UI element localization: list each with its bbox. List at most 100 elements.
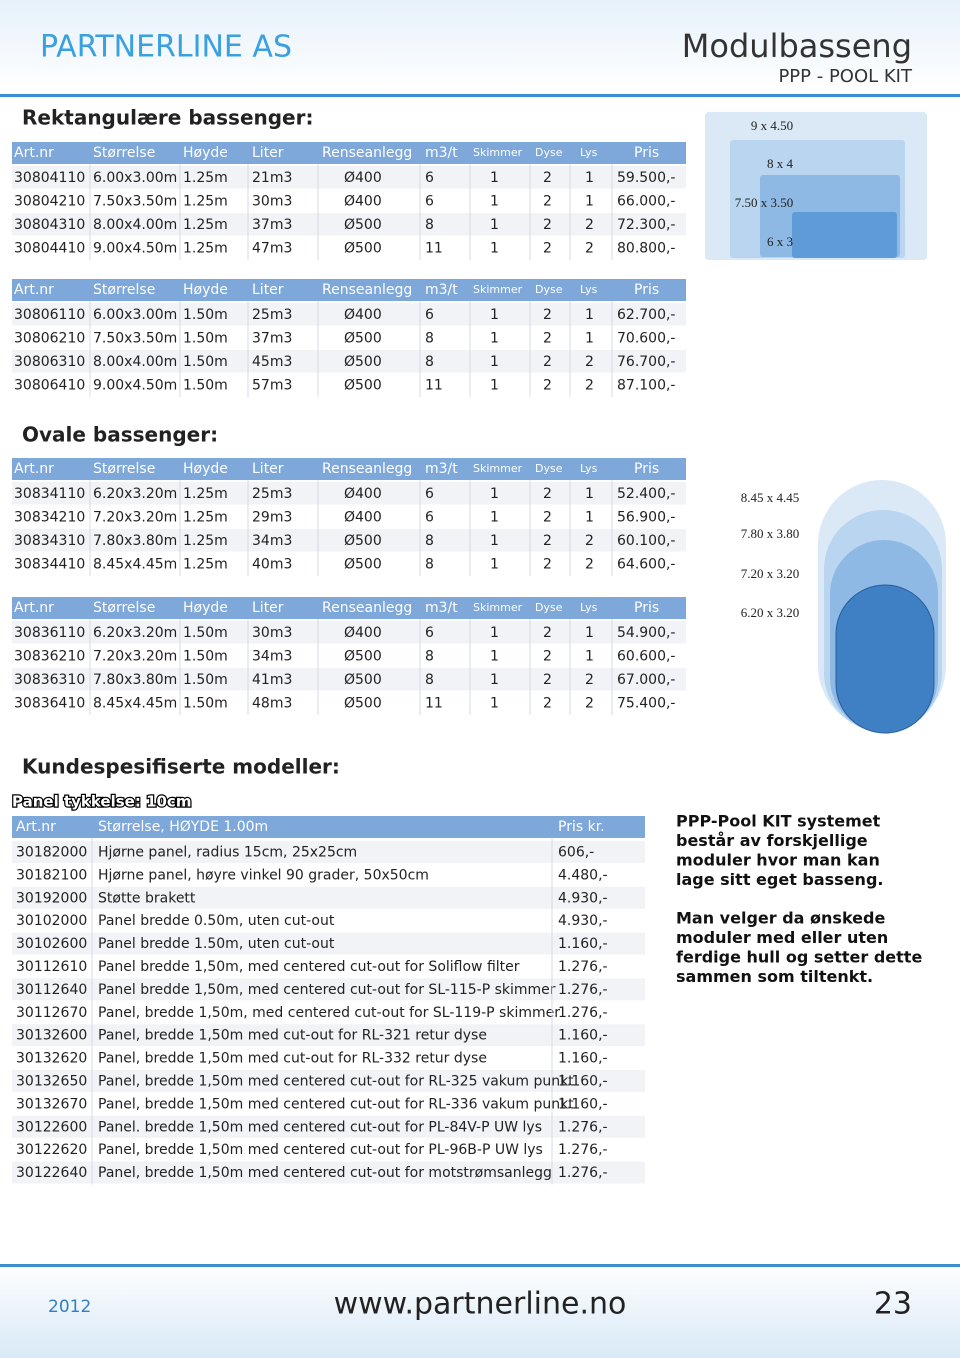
cell: 66.000,- (617, 193, 676, 209)
column-header: Liter (252, 145, 284, 161)
cell: Hjørne panel, radius 15cm, 25x25cm (98, 844, 357, 860)
cell: 30102000 (16, 913, 87, 929)
cell: 2 (543, 170, 552, 186)
cell: 30804210 (14, 193, 85, 209)
cell: 21m3 (252, 170, 292, 186)
cell: 6 (425, 625, 434, 641)
cell: 1 (585, 625, 594, 641)
cell: 60.100,- (617, 533, 676, 549)
cell: 6 (425, 307, 434, 323)
cell: 87.100,- (617, 377, 676, 393)
column-header: Dyse (535, 462, 563, 475)
column-header: Art.nr (14, 145, 54, 161)
cell: Ø400 (344, 307, 382, 323)
company: PARTNERLINE AS (40, 30, 292, 65)
cell: 29m3 (252, 509, 292, 525)
cell: 4.480,- (558, 867, 608, 883)
cell: 1.276,- (558, 1165, 608, 1181)
cell: 6 (425, 193, 434, 209)
table-header (12, 597, 686, 619)
column-header: Dyse (535, 601, 563, 614)
cell: 30112670 (16, 1005, 87, 1021)
cell: 25m3 (252, 307, 292, 323)
cell: 30834110 (14, 486, 85, 502)
side-text: sammen som tiltenkt. (676, 967, 873, 986)
cell: 6 (425, 509, 434, 525)
header-band (0, 0, 960, 94)
side-text: Man velger da ønskede (676, 909, 885, 928)
footer-band (0, 1262, 960, 1358)
cell: 8 (425, 672, 434, 688)
cell: 2 (543, 486, 552, 502)
cell: 2 (543, 307, 552, 323)
cell: 7.20x3.20m (93, 648, 177, 664)
footer-url: www.partnerline.no (334, 1287, 627, 1322)
cell: 1 (490, 486, 499, 502)
diagram-label: 7.80 x 3.80 (741, 526, 800, 541)
table-row (12, 1161, 645, 1184)
cell: Panel, bredde 1,50m med centered cut-out… (98, 1073, 574, 1089)
cell: 2 (543, 556, 552, 572)
column-header: Størrelse, HØYDE 1.00m (98, 819, 268, 835)
cell: 2 (543, 695, 552, 711)
cell: 2 (543, 533, 552, 549)
cell: 1.160,- (558, 936, 608, 952)
table-row (12, 1070, 645, 1092)
cell: 30132650 (16, 1073, 87, 1089)
table-header (12, 279, 686, 301)
column-header: Høyde (183, 145, 228, 161)
header-rule (0, 94, 960, 97)
cell: 47m3 (252, 240, 292, 256)
diagram-label: 8 x 4 (767, 156, 794, 171)
cell: Ø500 (344, 556, 382, 572)
rect-diagram (705, 112, 927, 260)
table-row (12, 1138, 645, 1161)
cell: 1 (490, 533, 499, 549)
cell: 2 (585, 240, 594, 256)
cell: 1.25m (183, 509, 228, 525)
cell: 30804110 (14, 170, 85, 186)
footer-year: 2012 (48, 1297, 91, 1317)
cell: 1.50m (183, 672, 228, 688)
cell: 2 (543, 509, 552, 525)
side-text: lage sitt eget basseng. (676, 870, 883, 889)
side-text: består av forskjellige (676, 831, 868, 850)
column-header: Størrelse (93, 145, 155, 161)
cell: Ø500 (344, 648, 382, 664)
column-header: Pris (634, 145, 659, 161)
cell: 1.25m (183, 217, 228, 233)
cell: 1 (490, 193, 499, 209)
cell: 1.25m (183, 556, 228, 572)
cell: 64.600,- (617, 556, 676, 572)
column-header: m3/t (425, 461, 458, 477)
cell: 1 (490, 354, 499, 370)
cell: 8.00x4.00m (93, 354, 177, 370)
cell: 2 (585, 672, 594, 688)
table-header (12, 458, 686, 480)
table-row (12, 1092, 645, 1115)
cell: 1 (585, 648, 594, 664)
cell: Ø400 (344, 170, 382, 186)
cell: Ø400 (344, 625, 382, 641)
cell: 6 (425, 170, 434, 186)
cell: 1.160,- (558, 1028, 608, 1044)
column-header: Art.nr (14, 461, 54, 477)
cell: 4.930,- (558, 890, 608, 906)
cell: 8.45x4.45m (93, 695, 177, 711)
cell: 1.25m (183, 533, 228, 549)
cell: Panel bredde 1,50m, med centered cut-out… (98, 982, 556, 998)
diagram-label: 7.50 x 3.50 (735, 195, 794, 210)
cell: 30112610 (16, 959, 87, 975)
cell: 6.00x3.00m (93, 307, 177, 323)
cell: 52.400,- (617, 486, 676, 502)
cell: 6.00x3.00m (93, 170, 177, 186)
section-title: Rektangulære bassenger: (22, 106, 313, 130)
cell: 30836110 (14, 625, 85, 641)
cell: 30806210 (14, 330, 85, 346)
diagram-label: 6.20 x 3.20 (741, 605, 800, 620)
cell: 30132600 (16, 1028, 87, 1044)
cell: Panel, bredde 1,50m med cut-out for RL-3… (98, 1051, 487, 1067)
column-header: Liter (252, 600, 284, 616)
cell: 70.600,- (617, 330, 676, 346)
cell: 1.276,- (558, 959, 608, 975)
